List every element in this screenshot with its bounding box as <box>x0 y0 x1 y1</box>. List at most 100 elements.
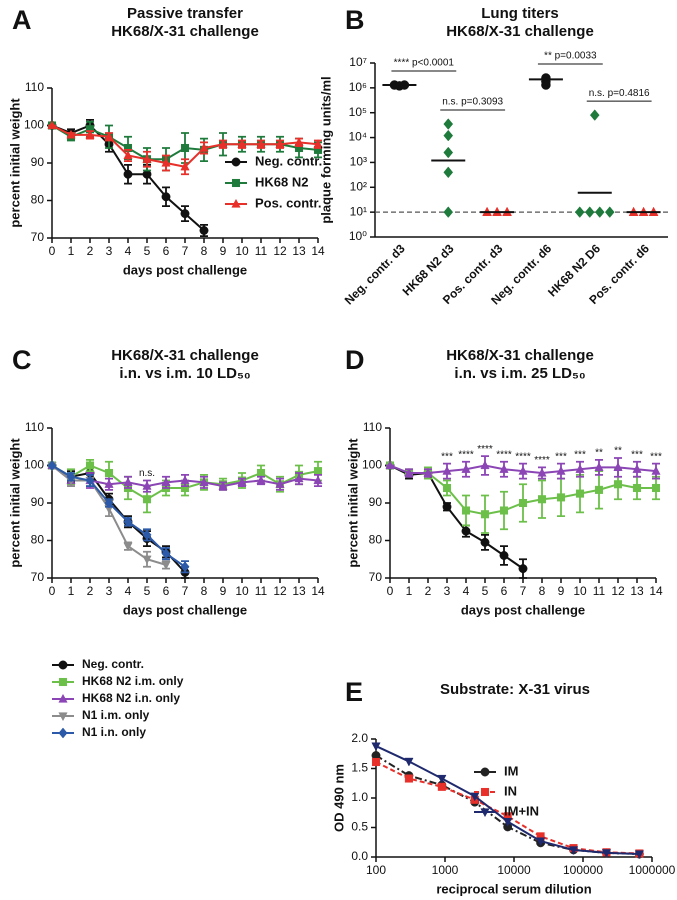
marker <box>313 467 323 476</box>
x-tick-label: 0 <box>49 584 56 598</box>
annotation: *** <box>555 451 567 462</box>
y-tick-label: 10⁶ <box>349 80 367 94</box>
marker <box>518 465 528 475</box>
chart-title: HK68/X-31 challenge <box>446 347 594 364</box>
marker <box>142 555 152 565</box>
y-tick-label: 0.5 <box>351 820 368 834</box>
marker <box>85 461 95 470</box>
marker <box>47 120 57 130</box>
y-tick-label: 80 <box>31 193 45 207</box>
marker <box>47 460 57 471</box>
legend-marker <box>231 157 241 167</box>
marker <box>443 146 454 159</box>
series-line <box>375 761 640 855</box>
marker <box>443 206 454 218</box>
panel-letter: C <box>12 345 32 375</box>
marker <box>461 464 471 473</box>
x-tick-label: 3 <box>106 244 113 258</box>
legend-label: HK68 N2 i.m. only <box>82 674 184 688</box>
annotation: ** <box>595 448 603 459</box>
marker <box>613 480 623 489</box>
chart-title: HK68/X-31 challenge <box>111 347 259 364</box>
x-tick-label: 14 <box>311 244 325 258</box>
marker <box>256 475 266 485</box>
marker <box>85 475 95 486</box>
marker <box>161 192 171 202</box>
y-axis-label: plaque forming units/ml <box>318 76 333 223</box>
y-tick-label: 90 <box>31 155 45 169</box>
marker <box>371 757 381 767</box>
y-tick-label: 10² <box>350 179 367 193</box>
marker <box>556 465 566 475</box>
x-category-label: Neg. contr. d3 <box>342 241 408 307</box>
marker <box>180 561 190 573</box>
y-tick-label: 110 <box>25 80 44 94</box>
marker <box>275 139 285 148</box>
legend-label: IM <box>504 763 518 778</box>
legend-marker <box>58 660 68 670</box>
y-tick-label: 1.5 <box>351 761 368 775</box>
x-tick-label: 6 <box>163 584 170 598</box>
legend-marker <box>480 767 490 777</box>
y-tick-label: 10⁴ <box>348 130 367 144</box>
marker <box>256 139 266 148</box>
annotation: n.s. <box>139 468 155 479</box>
marker <box>180 143 190 153</box>
legend-label: Neg. contr. <box>255 153 322 168</box>
legend-marker <box>58 727 68 739</box>
marker <box>499 506 509 515</box>
x-tick-label: 13 <box>292 584 306 598</box>
x-tick-label: 5 <box>144 584 151 598</box>
marker <box>556 493 566 502</box>
y-tick-label: 70 <box>31 230 45 244</box>
x-tick-label: 12 <box>273 584 287 598</box>
y-tick-label: 70 <box>369 570 383 584</box>
marker <box>443 118 454 130</box>
marker <box>142 495 152 504</box>
marker <box>123 169 133 179</box>
marker <box>161 548 171 560</box>
marker <box>294 137 304 146</box>
y-tick-label: 100 <box>362 458 382 472</box>
x-tick-label: 11 <box>255 244 268 258</box>
legend-label: IM+IN <box>504 803 539 818</box>
marker <box>443 129 454 142</box>
marker <box>218 139 228 148</box>
x-tick-label: 1 <box>406 584 413 598</box>
y-tick-label: 90 <box>31 495 45 509</box>
comparison-label: ** p=0.0033 <box>544 51 597 62</box>
marker <box>634 850 644 860</box>
marker <box>66 129 76 139</box>
marker <box>161 477 171 486</box>
marker <box>199 477 209 486</box>
x-tick-label: 13 <box>630 584 644 598</box>
marker <box>85 129 95 139</box>
x-axis-label: reciprocal serum dilution <box>436 881 591 896</box>
marker <box>613 462 623 471</box>
marker <box>594 206 605 218</box>
marker <box>594 462 604 471</box>
marker <box>437 774 447 784</box>
x-tick-label: 4 <box>463 584 470 598</box>
x-tick-label: 9 <box>558 584 565 598</box>
x-tick-label: 11 <box>255 584 268 598</box>
chart-title: Substrate: X-31 virus <box>440 681 590 698</box>
x-tick-label: 12 <box>611 584 625 598</box>
x-tick-label: 8 <box>201 244 208 258</box>
legend-marker <box>58 693 68 703</box>
legend-marker <box>58 712 68 722</box>
marker <box>604 206 615 218</box>
annotation: *** <box>441 451 453 462</box>
annotation: *** <box>574 449 586 460</box>
marker <box>385 460 395 470</box>
panel-letter: E <box>345 677 363 707</box>
chart-title: HK68/X-31 challenge <box>446 23 594 40</box>
chart-title: i.n. vs i.m. 25 LD₅₀ <box>454 365 585 382</box>
legend-marker <box>231 198 241 208</box>
legend-marker <box>58 677 68 687</box>
x-axis-label: days post challenge <box>123 262 247 277</box>
panel-letter: A <box>12 5 32 35</box>
marker <box>632 464 642 473</box>
marker <box>104 468 114 478</box>
marker <box>371 742 381 752</box>
